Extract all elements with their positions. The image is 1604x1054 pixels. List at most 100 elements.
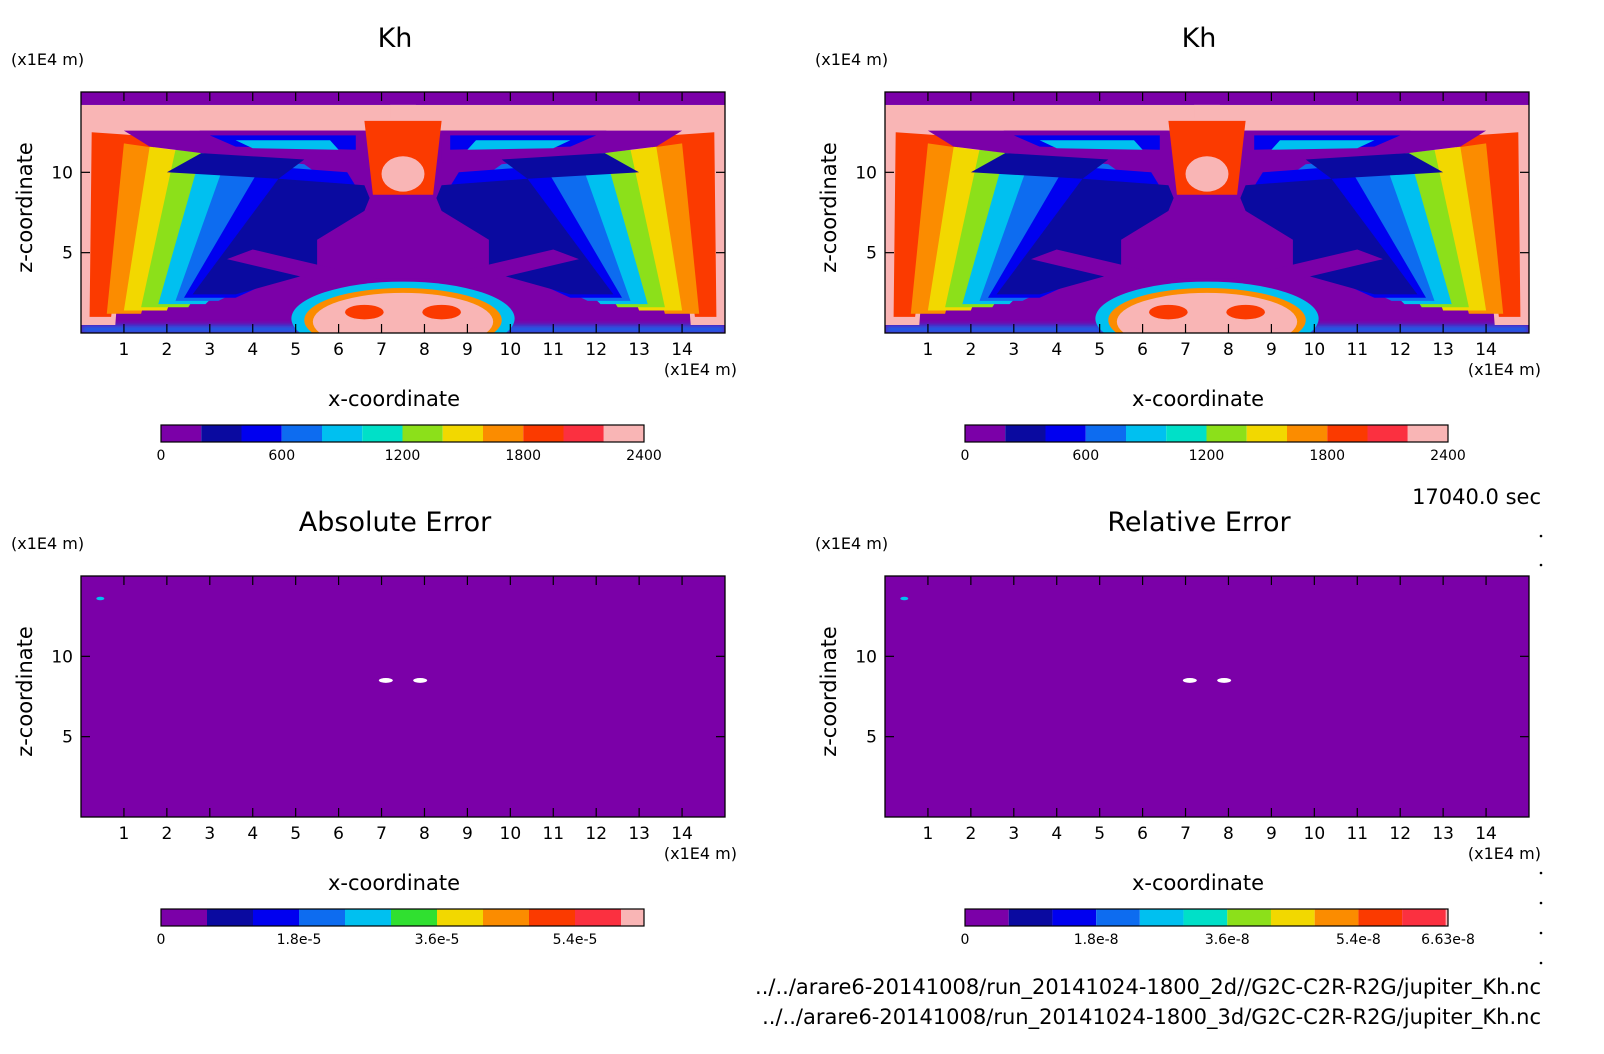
colorbar-swatch	[1246, 425, 1287, 442]
x-tick-label: 5	[290, 340, 301, 360]
x-tick-label: 6	[333, 340, 344, 360]
x-tick-label: 3	[1008, 824, 1019, 844]
colorbar-swatch	[1314, 909, 1359, 926]
stem-top	[1194, 104, 1220, 118]
wall-navy	[424, 178, 614, 295]
upper-navy	[501, 153, 640, 179]
x-tick-label: 8	[419, 340, 430, 360]
panel-1: Kh (x1E4 m) (x1E4 m) x-coordinate z-coordina…	[815, 23, 1541, 464]
x-tick-label: 11	[542, 824, 564, 844]
colorbar: 0 1.8e-8 3.6e-8 5.4e-8 6.63e-8	[961, 908, 1475, 948]
x-tick-label: 8	[419, 824, 430, 844]
x-tick-label: 4	[1051, 824, 1062, 844]
hot-spot-0	[900, 596, 909, 601]
y-tick-label: 5	[866, 244, 877, 264]
colorbar-swatch	[1045, 425, 1086, 442]
y-unit-label: (x1E4 m)	[11, 534, 84, 553]
x-tick-label: 2	[161, 340, 172, 360]
wall-navy	[192, 178, 382, 295]
x-tick-label: 9	[1266, 824, 1277, 844]
upper-cyan	[1271, 140, 1375, 150]
colorbar-swatch	[1126, 425, 1167, 442]
wall-navy	[996, 178, 1186, 295]
y-tick-label: 5	[866, 728, 877, 748]
colorbar-swatch	[1085, 425, 1126, 442]
plot-title: Relative Error	[1107, 507, 1291, 538]
dome-spot-left	[345, 304, 384, 320]
x-tick-label: 3	[204, 824, 215, 844]
x-axis-label: x-coordinate	[1132, 387, 1264, 411]
colorbar-swatch	[563, 425, 604, 442]
y-unit-label: (x1E4 m)	[815, 534, 888, 553]
x-tick-label: 1	[119, 824, 130, 844]
colorbar-tick-label: 2400	[1430, 448, 1466, 464]
x-tick-label: 10	[1304, 824, 1326, 844]
x-tick-label: 14	[1475, 824, 1497, 844]
top-cap	[81, 92, 725, 105]
x-tick-label: 11	[1346, 340, 1368, 360]
y-tick-label: 10	[855, 647, 877, 667]
colorbar-swatch	[1166, 425, 1207, 442]
colorbar-swatch	[437, 909, 483, 926]
panel-3: Relative Error (x1E4 m) (x1E4 m) x-coordina…	[815, 507, 1541, 948]
x-tick-label: 14	[1475, 340, 1497, 360]
x-tick-label: 6	[1137, 824, 1148, 844]
missing-spot-1	[413, 678, 428, 683]
x-tick-label: 11	[542, 340, 564, 360]
colorbar-swatch	[442, 425, 483, 442]
x-tick-label: 9	[1266, 340, 1277, 360]
x-tick-label: 12	[1389, 340, 1411, 360]
plot-field	[885, 92, 1529, 333]
x-tick-label: 12	[585, 340, 607, 360]
colorbar-tick-label: 1800	[1309, 448, 1345, 464]
dome-spot-left	[1149, 304, 1188, 320]
x-tick-label: 10	[500, 340, 522, 360]
upper-cyan	[467, 140, 571, 150]
dome-pink	[312, 292, 494, 333]
colorbar-swatch	[362, 425, 403, 442]
x-tick-label: 2	[161, 824, 172, 844]
colorbar-tick-label: 3.6e-8	[1205, 932, 1250, 948]
panel-2: Absolute Error (x1E4 m) (x1E4 m) x-coordina…	[11, 507, 737, 948]
x-tick-label: 1	[923, 340, 934, 360]
x-tick-label: 7	[1180, 340, 1191, 360]
x-tick-label: 4	[1051, 340, 1062, 360]
colorbar-tick-label: 600	[268, 448, 295, 464]
stem-pink	[1185, 156, 1229, 192]
stem-pink	[381, 156, 425, 192]
x-tick-label: 10	[1304, 340, 1326, 360]
colorbar-swatch	[965, 909, 1009, 926]
colorbar-tick-label: 5.4e-5	[553, 932, 598, 948]
colorbar-swatch	[575, 909, 621, 926]
upper-navy	[166, 153, 305, 179]
plot-title: Absolute Error	[299, 507, 492, 538]
x-tick-label: 13	[628, 824, 650, 844]
time-label: 17040.0 sec	[1412, 485, 1541, 509]
colorbar-swatch	[1402, 909, 1446, 926]
colorbar: 0 600 1200 1800 2400	[961, 424, 1466, 464]
x-unit-label: (x1E4 m)	[1468, 844, 1541, 863]
x-unit-label: (x1E4 m)	[664, 360, 737, 379]
colorbar-swatch	[1206, 425, 1247, 442]
y-axis-label: z-coordinate	[13, 626, 37, 757]
x-axis-label: x-coordinate	[328, 387, 460, 411]
missing-spot-0	[378, 678, 393, 683]
colorbar-tick-label: 0	[961, 448, 970, 464]
colorbar-swatch	[965, 425, 1006, 442]
plot-frame	[884, 91, 1530, 334]
colorbar-tick-label: 0	[961, 932, 970, 948]
upper-navy	[1305, 153, 1444, 179]
colorbar-swatch	[322, 425, 363, 442]
colorbar-tick-label: 6.63e-8	[1421, 932, 1475, 948]
central-plume	[1121, 169, 1293, 279]
y-tick-label: 5	[62, 728, 73, 748]
colorbar-swatch	[161, 909, 207, 926]
x-tick-label: 3	[204, 340, 215, 360]
plot-title: Kh	[1182, 23, 1217, 54]
colorbar-tick-label: 1200	[385, 448, 421, 464]
x-tick-label: 8	[1223, 340, 1234, 360]
plot-field	[81, 576, 725, 817]
x-tick-label: 6	[333, 824, 344, 844]
colorbar-swatch	[253, 909, 299, 926]
